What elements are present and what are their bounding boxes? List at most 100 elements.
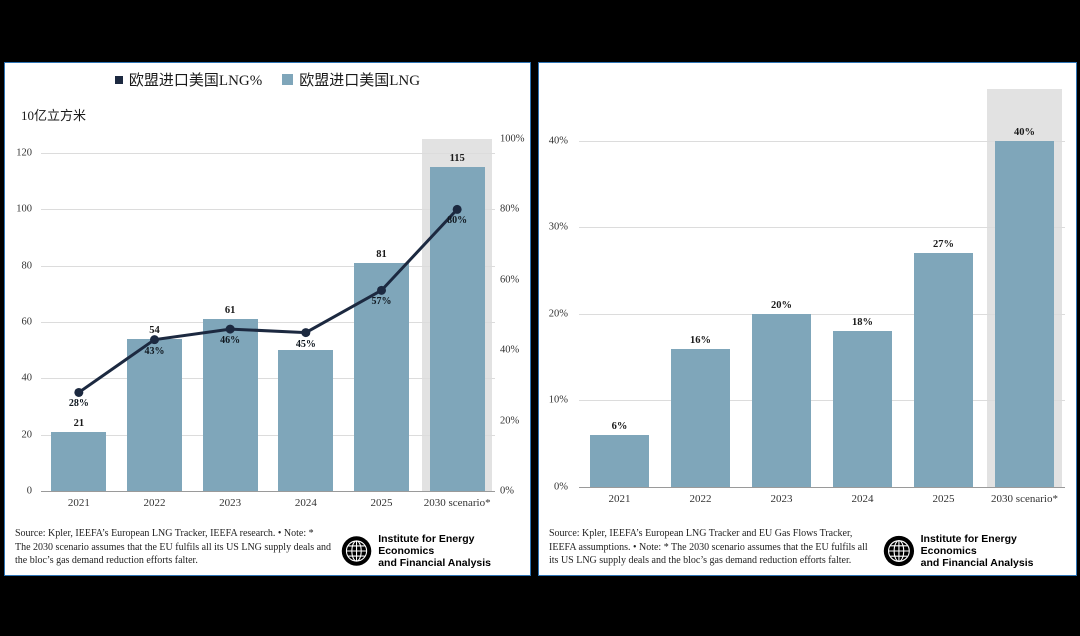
globe-icon xyxy=(883,535,914,567)
right-y-axis: 0% 20% 40% 60% 80% 100% xyxy=(497,134,531,497)
line-point xyxy=(225,324,235,334)
source-note: Source: Kpler, IEEFA’s European LNG Trac… xyxy=(549,528,868,566)
gridline xyxy=(579,140,1065,142)
bar-2025 xyxy=(913,253,974,487)
bar-value-label: 81 xyxy=(376,248,387,260)
trend-line xyxy=(74,204,462,397)
bar-2030 scenario* xyxy=(994,140,1055,487)
x-axis-label: 2025 xyxy=(370,497,393,509)
chart-footer: Source: Kpler, IEEFA’s European LNG Trac… xyxy=(549,527,1066,569)
bar-value-label: 27% xyxy=(933,239,954,251)
plot-area: 6% 16% 20% 18% 27% 40% xyxy=(579,89,1065,488)
bar-value-label: 6% xyxy=(611,421,628,433)
bar-2021 xyxy=(589,435,650,487)
right-chart-panel: 0% 10% 20% 30% 40% 6% 16% 20% 18% 27% 40% 2021 202… xyxy=(538,62,1077,576)
x-axis-label: 2025 xyxy=(932,493,955,505)
y-axis-tick-label: 10% xyxy=(548,394,568,406)
bar-value-label: 18% xyxy=(852,317,873,329)
chart-footer: Source: Kpler, IEEFA’s European LNG Trac… xyxy=(15,527,520,569)
logo-text: Institute for Energy Economics and Finan… xyxy=(921,533,1066,569)
x-axis-label: 2023 xyxy=(219,497,242,509)
bar-2022 xyxy=(126,338,183,491)
x-axis-label: 2021 xyxy=(608,493,631,505)
secondary-y-axis-tick-label: 80% xyxy=(500,203,520,215)
line-point xyxy=(377,285,386,295)
ieefa-logo: Institute for Energy Economics and Finan… xyxy=(341,533,520,569)
gridline xyxy=(579,227,1065,229)
bar-value-label: 61 xyxy=(224,305,236,317)
y-axis-unit-label: 10亿立方米 xyxy=(21,108,87,123)
line-value-label: 57% xyxy=(371,296,392,308)
left-y-axis: 0 20 40 60 80 100 120 xyxy=(5,139,37,497)
gridline xyxy=(579,400,1065,402)
line-point xyxy=(74,387,84,397)
bar-value-label: 16% xyxy=(690,334,711,346)
x-axis: 2021 2022 2023 2024 2025 2030 scenario* xyxy=(41,495,495,511)
x-axis-label: 2024 xyxy=(294,497,317,509)
bar-2024 xyxy=(278,350,334,491)
gridline xyxy=(41,265,495,267)
gridline xyxy=(41,209,495,211)
bar-2022 xyxy=(670,348,731,487)
y-axis-tick-label: 40% xyxy=(548,135,568,147)
y-axis-tick-label: 0 xyxy=(26,485,32,497)
y-axis-tick-label: 20% xyxy=(548,308,568,320)
bar-2023 xyxy=(202,319,258,491)
bar-value-label: 21 xyxy=(73,417,85,429)
gridline xyxy=(579,313,1065,315)
y-axis-tick-label: 100 xyxy=(16,203,32,215)
bar-2021 xyxy=(51,431,107,491)
line-value-label: 45% xyxy=(295,338,316,350)
line-value-label: 43% xyxy=(144,345,165,357)
x-axis-label: 2023 xyxy=(770,493,793,505)
ieefa-logo: Institute for Energy Economics and Finan… xyxy=(883,533,1066,569)
logo-text: Institute for Energy Economics and Finan… xyxy=(378,533,520,569)
y-axis-tick-label: 20 xyxy=(21,429,33,441)
secondary-y-axis-tick-label: 60% xyxy=(500,274,520,286)
secondary-y-axis-tick-label: 100% xyxy=(500,133,525,145)
plot-area: 21 54 61 81 115 28% 43% 46% 45% 57% 80% xyxy=(41,139,495,492)
logo-text-line1: Institute for Energy Economics xyxy=(378,533,475,558)
line-value-label: 28% xyxy=(68,398,89,410)
legend-label: 欧盟进口美国LNG xyxy=(299,73,421,89)
gridline xyxy=(41,434,495,436)
logo-text-line1: Institute for Energy Economics xyxy=(920,533,1017,558)
line-value-label: 80% xyxy=(447,215,468,227)
y-axis-tick-label: 60 xyxy=(21,316,33,328)
left-y-axis: 0% 10% 20% 30% 40% xyxy=(539,89,573,492)
line-point xyxy=(301,328,311,338)
secondary-y-axis-tick-label: 0% xyxy=(500,485,514,497)
logo-text-line2: and Financial Analysis xyxy=(378,557,492,570)
line-series-swatch-icon xyxy=(114,75,123,84)
gridline xyxy=(41,153,495,155)
x-axis-label: 2030 scenario* xyxy=(423,497,491,509)
source-note: Source: Kpler, IEEFA’s European LNG Trac… xyxy=(15,528,332,566)
bar-series-swatch-icon xyxy=(282,74,294,85)
x-axis-label: 2024 xyxy=(851,493,874,505)
legend: 欧盟进口美国LNG% 欧盟进口美国LNG xyxy=(5,69,530,90)
line-value-label: 46% xyxy=(220,335,241,347)
bar-value-label: 115 xyxy=(449,153,465,165)
y-axis-tick-label: 120 xyxy=(16,147,32,159)
line-point xyxy=(150,335,159,345)
x-axis-label: 2022 xyxy=(689,493,712,505)
x-axis-label: 2030 scenario* xyxy=(991,493,1058,505)
line-point xyxy=(452,204,462,214)
legend-label: 欧盟进口美国LNG% xyxy=(128,73,263,89)
x-axis-label: 2021 xyxy=(67,497,90,509)
bar-value-label: 20% xyxy=(771,299,792,311)
y-axis-tick-label: 30% xyxy=(548,221,568,233)
legend-item-line: 欧盟进口美国LNG% xyxy=(114,69,263,90)
bar-value-label: 40% xyxy=(1014,126,1035,138)
gridline xyxy=(41,378,495,380)
x-axis: 2021 2022 2023 2024 2025 2030 scenario* xyxy=(579,491,1065,507)
bar-value-label: 54 xyxy=(149,324,160,336)
left-chart-panel: 欧盟进口美国LNG% 欧盟进口美国LNG 10亿立方米 0 20 40 60 80 100… xyxy=(4,62,531,576)
y-axis-tick-label: 80 xyxy=(21,260,33,272)
legend-item-bar: 欧盟进口美国LNG xyxy=(282,69,420,90)
y-axis-tick-label: 0% xyxy=(554,481,568,493)
bar-2023 xyxy=(751,313,812,487)
secondary-y-axis-tick-label: 40% xyxy=(500,344,520,356)
logo-text-line2: and Financial Analysis xyxy=(920,557,1034,570)
